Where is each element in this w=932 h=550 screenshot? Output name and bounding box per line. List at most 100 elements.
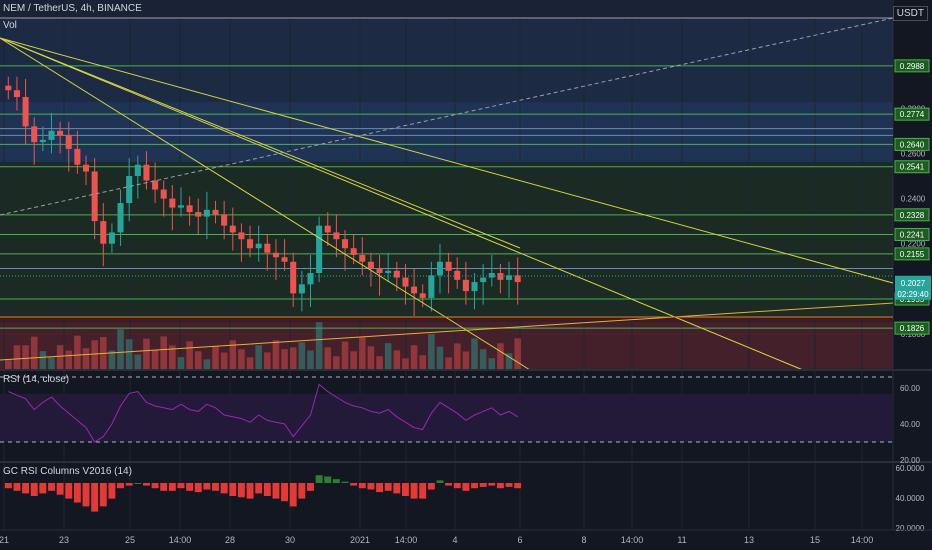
gc-column [56,483,64,495]
gc-column [427,483,435,490]
candle-body [5,85,12,91]
gc-column [488,483,496,486]
volume-bar [505,353,513,370]
gc-column [255,483,263,494]
level-tag-label: 0.2774 [900,110,925,119]
time-axis[interactable]: 21 23 25 14:00 28 30 2021 14:00 4 6 8 14:00 11 13 15 14… [0,535,873,545]
gc-column [289,483,297,507]
symbol-title[interactable]: NEM / TetherUS, 4h, BINANCE [3,3,142,14]
gc-column [82,483,90,507]
zone-blue [0,102,893,162]
gc-column [229,483,237,496]
gc-column [177,483,185,489]
trend-line-3[interactable] [0,37,804,371]
candle-body [393,270,400,278]
candle-body [126,176,133,204]
time-tick: 21 [0,535,9,545]
level-tag-label: 0.2155 [900,250,925,259]
volume-bar [74,335,81,370]
gc-column [99,483,107,507]
level-tag-label: 0.2541 [900,163,925,172]
candle-body [316,225,323,274]
level-tag [894,137,930,151]
volume-bar [212,346,219,370]
gc-column [194,483,202,493]
trend-line-4[interactable] [0,37,531,371]
candle-body [281,257,288,262]
horizontal-levels [0,65,893,329]
level-tag-label: 0.2241 [900,230,925,239]
level-tag-label: 0.2988 [900,62,925,71]
volume-bar [5,360,12,370]
volume-bar [307,350,314,370]
price-axis-bg[interactable] [893,0,932,530]
volume-bar [48,357,55,370]
gc-columns [4,475,522,512]
gc-column [65,483,73,499]
candle-body [39,139,46,143]
candle-body [411,286,418,294]
volume-bar [246,357,254,370]
current-price-label: 0.2027 [901,279,926,288]
volume-bar [289,347,297,370]
candle-body [350,248,357,255]
gc-column [186,483,194,491]
volume-bar [333,356,340,370]
candle-body [445,261,452,271]
gc-column [332,479,340,483]
gc-column [505,483,513,487]
candlesticks[interactable] [5,76,521,316]
gc-pane-label[interactable]: GC RSI Columns V2016 (14) [3,466,132,477]
candle-body [428,275,435,298]
volume-bar [324,347,332,370]
volume-bar [22,345,29,370]
volume-bar [13,345,21,370]
volume-bar [220,352,228,370]
volume-bar [367,346,375,370]
time-tick: 14:00 [169,535,192,545]
level-tag [894,247,930,261]
gc-column [514,483,522,489]
rsi-line[interactable] [8,383,518,443]
time-tick: 25 [125,535,135,545]
candle-body [48,130,55,140]
volume-bar [264,352,271,370]
candle-body [454,270,461,280]
price-tick: 0.2400 [901,195,926,204]
time-tick: 14:00 [621,535,644,545]
volume-bar [143,338,150,370]
rsi-pane-label[interactable]: RSI (14, close) [3,374,70,385]
candle-body [488,273,495,278]
time-tick: 14:00 [395,535,418,545]
dashed-projection-line[interactable] [0,17,894,216]
volume-bar [488,358,496,370]
candle-body [419,293,426,298]
trend-lines[interactable] [0,17,894,371]
volume-bar [56,345,64,370]
candle-body [100,221,107,244]
time-tick: 15 [810,535,820,545]
time-tick: 23 [59,535,69,545]
rsi-axis: 60.00 40.00 20.00 [900,384,921,465]
volume-label[interactable]: Vol [3,20,17,31]
volume-bar [186,341,193,370]
level-tag [894,321,930,335]
volume-bar [384,343,392,370]
candle-body [341,239,349,249]
trend-line-1[interactable] [0,37,894,284]
trend-line-2[interactable] [0,37,521,249]
gc-column [13,483,21,491]
gc-column [30,483,38,496]
candle-body [272,252,279,258]
gc-column [436,480,444,483]
gc-column [168,483,176,491]
candle-body [143,164,150,181]
currency-badge[interactable]: USDT [892,6,928,21]
level-tag-label: 0.2640 [900,140,925,149]
volume-bar [497,343,504,370]
candle-body [91,171,98,222]
zone-blue-top [0,18,893,102]
support-line[interactable] [0,302,894,361]
gc-column [419,483,427,499]
